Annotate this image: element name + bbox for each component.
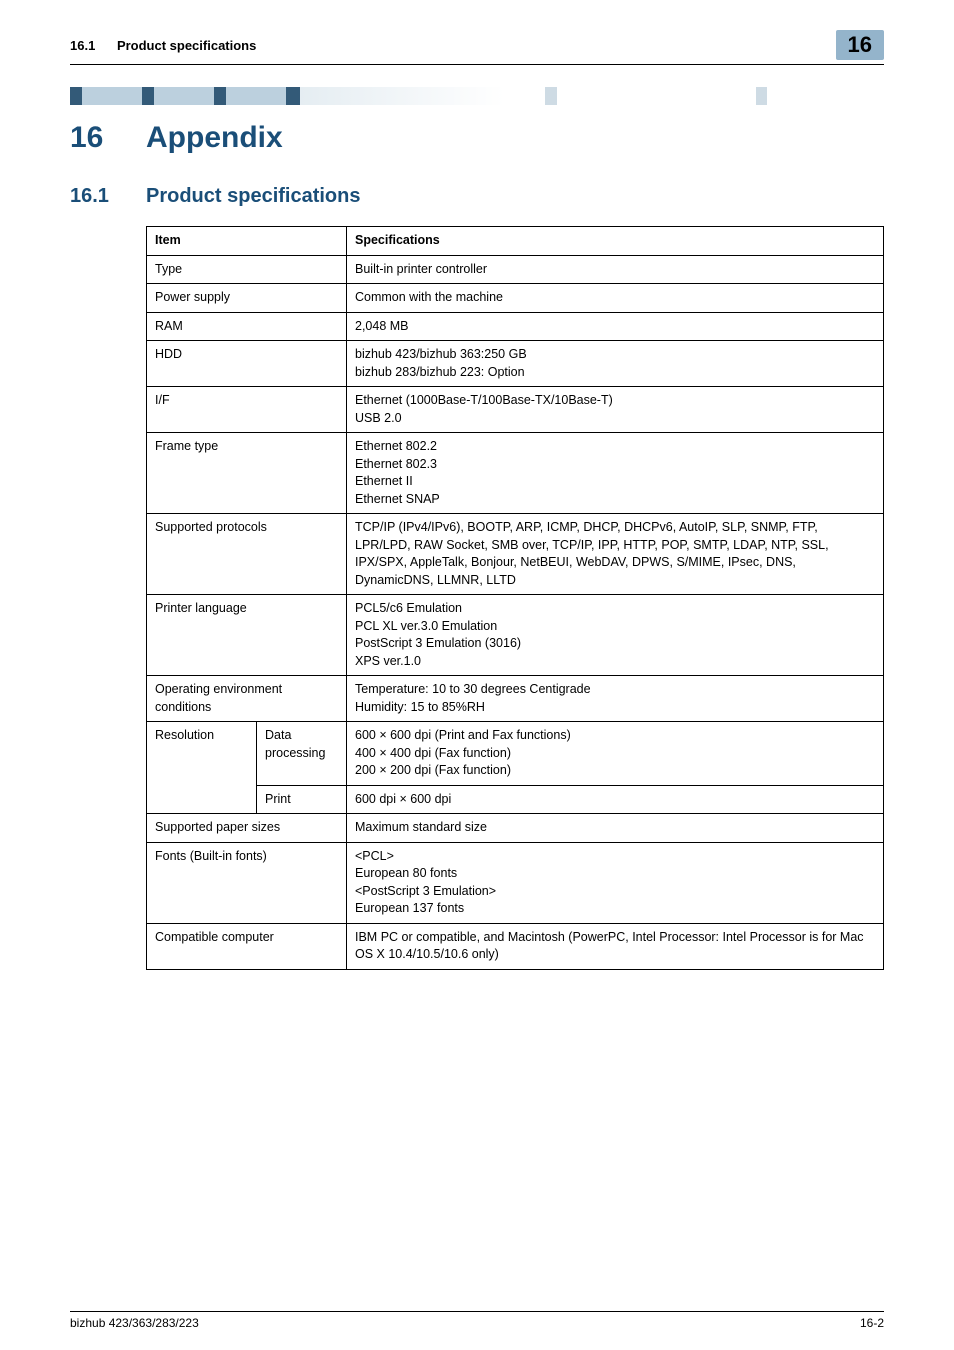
bar-right	[298, 87, 884, 105]
cell-label: Fonts (Built-in fonts)	[147, 842, 347, 923]
table-row: Frame type Ethernet 802.2Ethernet 802.3E…	[147, 433, 884, 514]
table-wrapper: Item Specifications Type Built-in printe…	[146, 226, 884, 970]
cell-value: Ethernet (1000Base-T/100Base-TX/10Base-T…	[347, 387, 884, 433]
table-row: Compatible computer IBM PC or compatible…	[147, 923, 884, 969]
cell-value: IBM PC or compatible, and Macintosh (Pow…	[347, 923, 884, 969]
table-row: Resolution Data processing 600 × 600 dpi…	[147, 722, 884, 786]
table-row: Print 600 dpi × 600 dpi	[147, 785, 884, 814]
table-row: I/F Ethernet (1000Base-T/100Base-TX/10Ba…	[147, 387, 884, 433]
header-section-number: 16.1	[70, 38, 95, 53]
page: 16.1 Product specifications 16 16Appendi…	[0, 0, 954, 1350]
cell-value: TCP/IP (IPv4/IPv6), BOOTP, ARP, ICMP, DH…	[347, 514, 884, 595]
cell-value: Common with the machine	[347, 284, 884, 313]
th-spec: Specifications	[347, 227, 884, 256]
cell-label: I/F	[147, 387, 347, 433]
section-heading: 16.1Product specifications	[70, 185, 884, 208]
cell-value: <PCL>European 80 fonts<PostScript 3 Emul…	[347, 842, 884, 923]
table-row: Printer language PCL5/c6 EmulationPCL XL…	[147, 595, 884, 676]
cell-value: Maximum standard size	[347, 814, 884, 843]
section-number: 16.1	[70, 185, 146, 208]
table-row: Type Built-in printer controller	[147, 255, 884, 284]
cell-value: Ethernet 802.2Ethernet 802.3Ethernet IIE…	[347, 433, 884, 514]
cell-label: Type	[147, 255, 347, 284]
footer-right: 16-2	[860, 1316, 884, 1330]
table-row: Supported protocols TCP/IP (IPv4/IPv6), …	[147, 514, 884, 595]
cell-sublabel: Data processing	[257, 722, 347, 786]
cell-label: Compatible computer	[147, 923, 347, 969]
chapter-heading: 16Appendix	[70, 121, 884, 155]
cell-label: RAM	[147, 312, 347, 341]
chapter-number: 16	[70, 121, 146, 155]
cell-value: PCL5/c6 EmulationPCL XL ver.3.0 Emulatio…	[347, 595, 884, 676]
header-left: 16.1 Product specifications	[70, 38, 256, 53]
table-row: RAM 2,048 MB	[147, 312, 884, 341]
cell-label: Resolution	[147, 722, 257, 814]
table-row: Fonts (Built-in fonts) <PCL>European 80 …	[147, 842, 884, 923]
cell-label: Frame type	[147, 433, 347, 514]
table-row: HDD bizhub 423/bizhub 363:250 GBbizhub 2…	[147, 341, 884, 387]
cell-value: Built-in printer controller	[347, 255, 884, 284]
header-badge: 16	[836, 30, 884, 60]
cell-label: Supported paper sizes	[147, 814, 347, 843]
cell-value: 600 dpi × 600 dpi	[347, 785, 884, 814]
footer-left: bizhub 423/363/283/223	[70, 1316, 199, 1330]
cell-label: Printer language	[147, 595, 347, 676]
cell-sublabel: Print	[257, 785, 347, 814]
cell-value: Temperature: 10 to 30 degrees Centigrade…	[347, 676, 884, 722]
cell-value: bizhub 423/bizhub 363:250 GBbizhub 283/b…	[347, 341, 884, 387]
th-item: Item	[147, 227, 347, 256]
chapter-title: Appendix	[146, 121, 283, 154]
cell-label: HDD	[147, 341, 347, 387]
cell-label: Supported protocols	[147, 514, 347, 595]
cell-label: Operating environment conditions	[147, 676, 347, 722]
cell-value: 2,048 MB	[347, 312, 884, 341]
cell-label: Power supply	[147, 284, 347, 313]
header-section-title: Product specifications	[117, 38, 256, 53]
cell-value: 600 × 600 dpi (Print and Fax functions)4…	[347, 722, 884, 786]
spec-table: Item Specifications Type Built-in printe…	[146, 226, 884, 970]
table-header-row: Item Specifications	[147, 227, 884, 256]
table-row: Power supply Common with the machine	[147, 284, 884, 313]
section-title: Product specifications	[146, 185, 361, 207]
bar-left	[70, 87, 298, 105]
page-footer: bizhub 423/363/283/223 16-2	[70, 1311, 884, 1330]
table-row: Supported paper sizes Maximum standard s…	[147, 814, 884, 843]
decorative-bar	[70, 87, 884, 105]
table-row: Operating environment conditions Tempera…	[147, 676, 884, 722]
page-header: 16.1 Product specifications 16	[70, 30, 884, 65]
